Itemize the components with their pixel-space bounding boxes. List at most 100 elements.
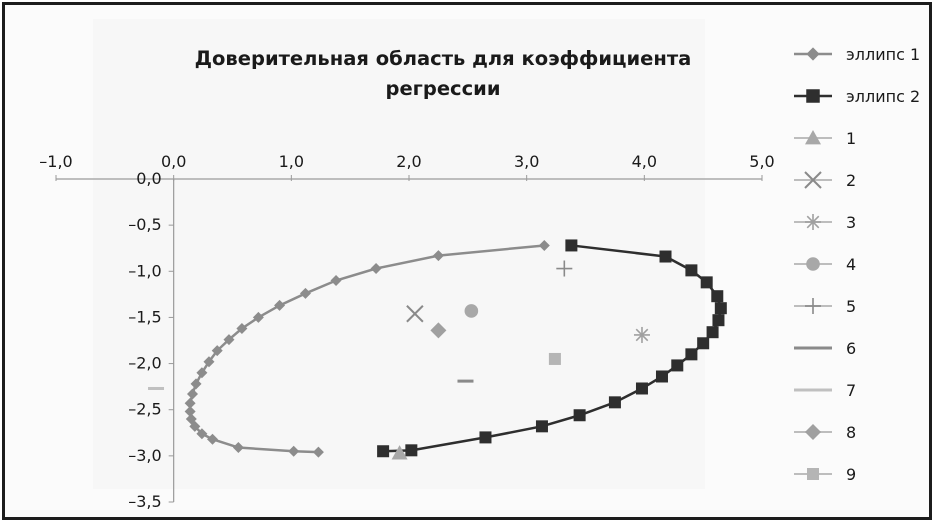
series-2 <box>406 305 424 323</box>
data-point <box>299 287 311 299</box>
data-point <box>697 337 710 350</box>
legend-label: эллипс 2 <box>846 87 920 106</box>
data-point <box>203 356 215 368</box>
legend-label: 9 <box>846 465 856 484</box>
series-1 <box>391 445 408 460</box>
legend-item: эллипс 1 <box>794 45 920 64</box>
data-point <box>236 323 248 335</box>
legend-label: 2 <box>846 171 856 190</box>
data-point <box>223 334 235 346</box>
data-point <box>633 326 650 343</box>
legend-item: эллипс 2 <box>794 87 920 106</box>
legend-marker <box>805 424 821 440</box>
plot-background <box>93 19 705 489</box>
plot-area <box>93 19 705 489</box>
data-point <box>711 290 724 303</box>
data-point <box>189 420 201 432</box>
legend-item: 6 <box>794 339 856 358</box>
data-point <box>464 304 479 318</box>
legend-item: 9 <box>794 465 856 484</box>
chart-title-line-1: Доверительная область для коэффициента <box>195 47 692 70</box>
y-tick-label: –0,5 <box>128 215 161 234</box>
legend-label: 8 <box>846 423 856 442</box>
marker-stroke <box>806 215 820 229</box>
legend: эллипс 1 эллипс 2 1 2 3 4 5 6 7 8 9 <box>794 45 920 484</box>
legend-item: 2 <box>794 171 856 190</box>
data-point <box>573 409 586 422</box>
data-point <box>196 428 208 440</box>
series-8 <box>430 322 447 339</box>
data-point <box>608 396 621 409</box>
data-point <box>457 379 474 383</box>
data-point <box>252 311 264 323</box>
y-tick-label: –2,0 <box>128 354 161 373</box>
data-point <box>714 302 727 315</box>
data-point <box>232 442 244 454</box>
legend-label: 6 <box>846 339 856 358</box>
legend-item: 5 <box>794 297 856 316</box>
data-point <box>288 445 300 457</box>
data-point <box>706 326 719 339</box>
data-point <box>370 263 382 275</box>
data-point <box>184 406 196 418</box>
series-5 <box>556 260 573 277</box>
axes: –1,0 0,0 1,0 2,0 3,0 4,0 5,0 0,0 –0,5 –1,0 –1,5 –2,… <box>39 152 774 511</box>
x-tick-label: 5,0 <box>749 152 774 171</box>
data-point <box>190 378 202 390</box>
legend-item: 7 <box>794 381 856 400</box>
legend-label: 4 <box>846 255 856 274</box>
series-7 <box>148 386 165 390</box>
legend-label: эллипс 1 <box>846 45 920 64</box>
data-point <box>148 386 165 390</box>
legend-marker <box>805 130 821 145</box>
legend-label: 3 <box>846 213 856 232</box>
legend-marker <box>806 257 820 271</box>
data-point <box>186 388 198 400</box>
legend-label: 1 <box>846 129 856 148</box>
legend-marker <box>805 214 821 230</box>
data-point <box>206 433 218 445</box>
data-point <box>405 444 418 457</box>
series-9 <box>548 352 561 365</box>
data-point <box>565 239 578 252</box>
legend-marker <box>804 171 822 189</box>
data-point <box>479 431 492 444</box>
x-tick-label: 0,0 <box>161 152 186 171</box>
data-point <box>671 359 684 372</box>
data-point <box>700 276 713 289</box>
data-point <box>685 348 698 361</box>
legend-item: 8 <box>794 423 856 442</box>
series-layer <box>148 239 727 460</box>
x-tick-label: 3,0 <box>514 152 539 171</box>
data-point <box>655 370 668 383</box>
legend-marker <box>806 47 820 61</box>
series-6 <box>457 379 474 383</box>
legend-marker <box>805 298 821 314</box>
series-эллипс-1 <box>184 239 550 458</box>
data-point <box>535 420 548 433</box>
legend-label: 7 <box>846 381 856 400</box>
x-tick-label: 1,0 <box>279 152 304 171</box>
marker-stroke <box>804 171 822 189</box>
x-tick-label: 2,0 <box>396 152 421 171</box>
data-point <box>196 367 208 379</box>
data-point <box>312 446 324 458</box>
y-tick-label: –1,0 <box>128 261 161 280</box>
x-tick-label: –1,0 <box>39 152 72 171</box>
data-point <box>432 250 444 262</box>
y-tick-label: –3,5 <box>128 492 161 511</box>
legend-label: 5 <box>846 297 856 316</box>
data-point <box>659 250 672 263</box>
data-point <box>712 314 725 327</box>
y-tick-label: –3,0 <box>128 446 161 465</box>
data-point <box>556 260 573 277</box>
marker-stroke <box>406 305 424 323</box>
marker-stroke <box>635 328 649 342</box>
legend-marker <box>806 89 820 103</box>
data-point <box>538 239 550 251</box>
y-tick-label: 0,0 <box>136 169 161 188</box>
data-point <box>211 345 223 357</box>
y-tick-label: –2,5 <box>128 400 161 419</box>
legend-marker <box>807 468 819 480</box>
series-3 <box>633 326 650 343</box>
